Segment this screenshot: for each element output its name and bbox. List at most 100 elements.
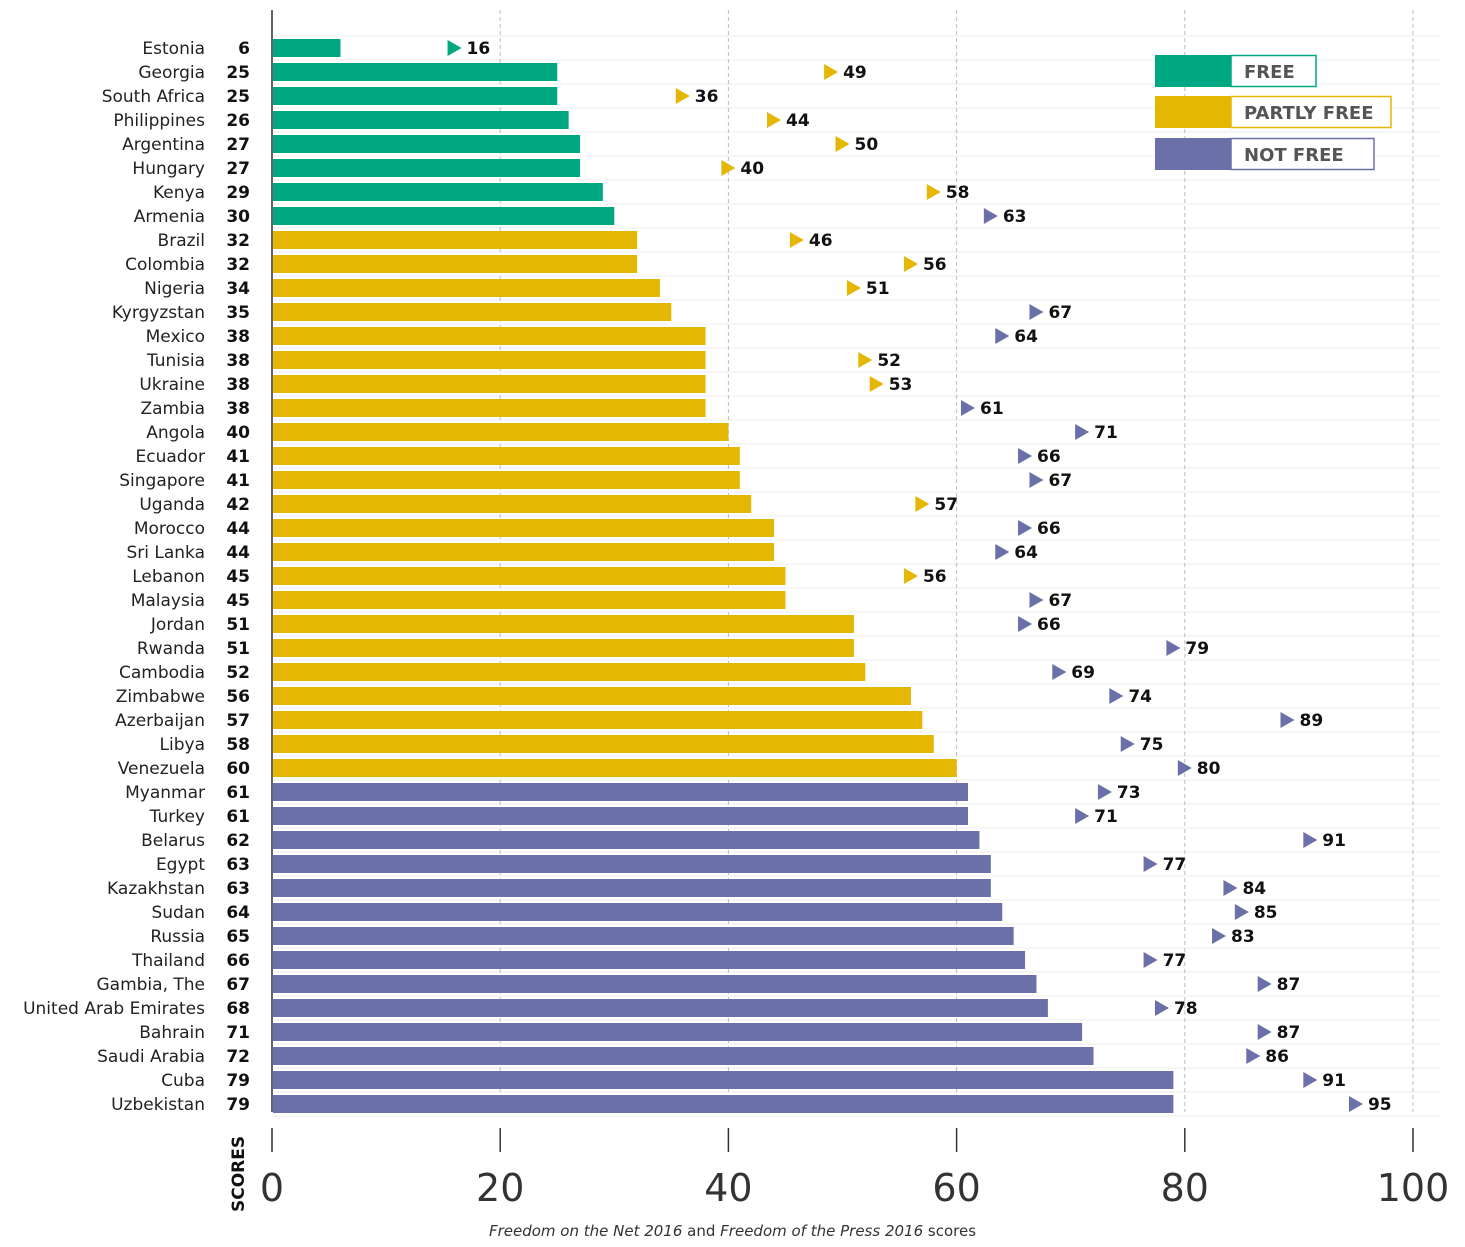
press-score-label: 56	[923, 567, 947, 587]
net-score-bar	[273, 423, 729, 441]
net-score-label: 32	[226, 231, 250, 251]
country-label: Kyrgyzstan	[112, 303, 205, 323]
country-label: Tunisia	[146, 351, 205, 371]
x-tick-label: 20	[476, 1166, 524, 1210]
net-score-label: 40	[226, 423, 250, 443]
net-score-bar	[273, 1023, 1083, 1041]
net-score-bar	[273, 759, 957, 777]
press-score-label: 77	[1163, 855, 1187, 875]
press-score-label: 64	[1014, 543, 1038, 563]
country-label: Myanmar	[125, 783, 205, 803]
net-score-label: 27	[226, 159, 250, 179]
press-score-marker	[903, 568, 918, 584]
net-score-bar	[273, 879, 991, 897]
country-label: Argentina	[122, 135, 205, 155]
country-label: Thailand	[131, 951, 205, 971]
net-score-label: 38	[226, 399, 250, 419]
net-score-label: 64	[226, 903, 250, 923]
legend-swatch-partly	[1155, 96, 1231, 128]
press-score-marker	[1212, 928, 1227, 944]
net-score-label: 63	[226, 855, 250, 875]
press-score-label: 87	[1277, 1023, 1301, 1043]
net-score-label: 66	[226, 951, 250, 971]
net-score-label: 65	[226, 927, 250, 947]
press-score-marker	[721, 160, 736, 176]
press-score-marker	[1303, 832, 1318, 848]
press-score-label: 83	[1231, 927, 1255, 947]
net-score-label: 61	[226, 807, 250, 827]
net-score-bar	[273, 783, 969, 801]
press-score-label: 91	[1322, 1071, 1346, 1091]
net-score-label: 72	[226, 1047, 250, 1067]
net-score-label: 45	[226, 591, 250, 611]
country-label: Cuba	[161, 1071, 205, 1091]
net-score-label: 51	[226, 615, 250, 635]
press-score-label: 36	[695, 87, 719, 107]
press-score-label: 63	[1003, 207, 1027, 227]
country-label: Kenya	[153, 183, 205, 203]
net-score-label: 34	[226, 279, 250, 299]
country-label: Uzbekistan	[111, 1095, 205, 1115]
press-score-label: 85	[1254, 903, 1278, 923]
press-score-marker	[1234, 904, 1249, 920]
net-score-label: 68	[226, 999, 250, 1019]
press-score-marker	[1246, 1048, 1261, 1064]
country-label: Lebanon	[132, 567, 205, 587]
press-score-marker	[926, 184, 941, 200]
country-label: Venezuela	[118, 759, 205, 779]
press-score-label: 46	[809, 231, 833, 251]
press-score-label: 79	[1185, 639, 1209, 659]
press-score-marker	[675, 88, 690, 104]
country-label: Philippines	[113, 111, 205, 131]
press-score-label: 95	[1368, 1095, 1392, 1115]
press-score-marker	[1154, 1000, 1169, 1016]
press-score-label: 64	[1014, 327, 1038, 347]
country-label: Gambia, The	[96, 975, 205, 995]
press-score-label: 67	[1048, 591, 1072, 611]
press-score-label: 66	[1037, 519, 1061, 539]
x-tick-label: 80	[1161, 1166, 1209, 1210]
press-score-label: 56	[923, 255, 947, 275]
net-score-label: 38	[226, 375, 250, 395]
caption-scores: scores	[923, 1222, 977, 1240]
net-score-bar	[273, 327, 706, 345]
press-score-marker	[1018, 616, 1033, 632]
press-score-label: 61	[980, 399, 1004, 419]
net-score-label: 41	[226, 447, 250, 467]
net-score-bar	[273, 1095, 1174, 1113]
legend-box-notfree	[1230, 137, 1375, 171]
press-score-label: 91	[1322, 831, 1346, 851]
press-score-marker	[1075, 424, 1090, 440]
net-score-bar	[273, 1071, 1174, 1089]
net-score-label: 25	[226, 63, 250, 83]
press-score-marker	[1120, 736, 1135, 752]
net-score-bar	[273, 207, 615, 225]
net-score-bar	[273, 687, 911, 705]
country-label: Russia	[150, 927, 205, 947]
press-score-marker	[789, 232, 804, 248]
net-score-bar	[273, 495, 752, 513]
press-score-marker	[903, 256, 918, 272]
press-score-marker	[1280, 712, 1295, 728]
press-score-label: 49	[843, 63, 867, 83]
net-score-label: 6	[238, 39, 250, 59]
net-score-label: 41	[226, 471, 250, 491]
press-score-marker	[1075, 808, 1090, 824]
press-score-marker	[767, 112, 782, 128]
press-score-label: 67	[1048, 471, 1072, 491]
net-score-bar	[273, 735, 934, 753]
country-label: Nigeria	[144, 279, 205, 299]
net-score-bar	[273, 111, 569, 129]
legend-swatch-free	[1155, 55, 1231, 87]
net-score-bar	[273, 231, 638, 249]
country-label: Estonia	[142, 39, 205, 59]
country-label: Jordan	[150, 615, 205, 635]
legend-box-partly	[1230, 95, 1392, 129]
net-score-bar	[273, 303, 672, 321]
x-axis-title: SCORES	[229, 1136, 249, 1212]
country-label: Rwanda	[137, 639, 205, 659]
net-score-bar	[273, 159, 581, 177]
press-score-label: 73	[1117, 783, 1141, 803]
country-label: Morocco	[134, 519, 205, 539]
